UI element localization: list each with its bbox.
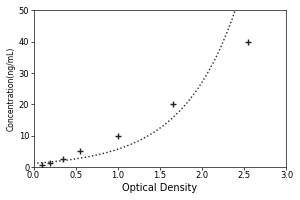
Y-axis label: Concentration(ng/mL): Concentration(ng/mL) <box>7 47 16 131</box>
X-axis label: Optical Density: Optical Density <box>122 183 197 193</box>
